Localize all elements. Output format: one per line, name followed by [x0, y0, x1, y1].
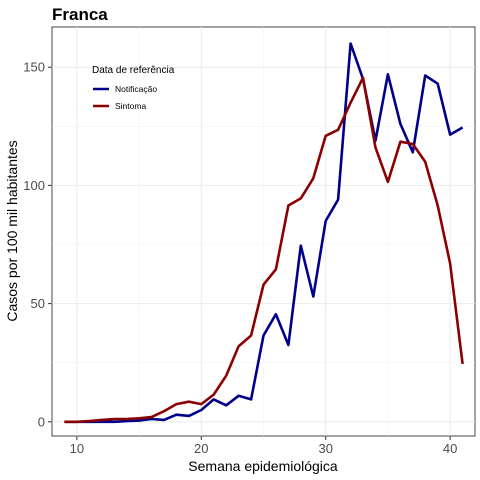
- chart-title: Franca: [52, 5, 108, 24]
- grid-lines: [52, 27, 475, 436]
- series-line-notificacao: [64, 42, 464, 424]
- x-tick-label: 10: [70, 441, 84, 456]
- legend-label-notificacao: Notificação: [115, 84, 157, 94]
- axis-ticks: 10 20 30 40 0 50 100 150: [23, 60, 457, 456]
- series-line-sintoma: [64, 76, 464, 424]
- data-series: [64, 42, 464, 424]
- legend-label-sintoma: Sintoma: [115, 101, 146, 111]
- y-axis-title: Casos por 100 mil habitantes: [4, 140, 20, 321]
- x-axis-title: Semana epidemiológica: [188, 458, 338, 474]
- legend-title: Data de referência: [92, 65, 175, 76]
- y-tick-label: 150: [23, 60, 45, 75]
- x-tick-label: 40: [443, 441, 457, 456]
- x-tick-label: 20: [194, 441, 208, 456]
- y-tick-label: 100: [23, 178, 45, 193]
- y-tick-label: 50: [31, 296, 45, 311]
- y-tick-label: 0: [38, 414, 45, 429]
- x-tick-label: 30: [318, 441, 332, 456]
- legend: Data de referência Notificação Sintoma: [92, 65, 175, 111]
